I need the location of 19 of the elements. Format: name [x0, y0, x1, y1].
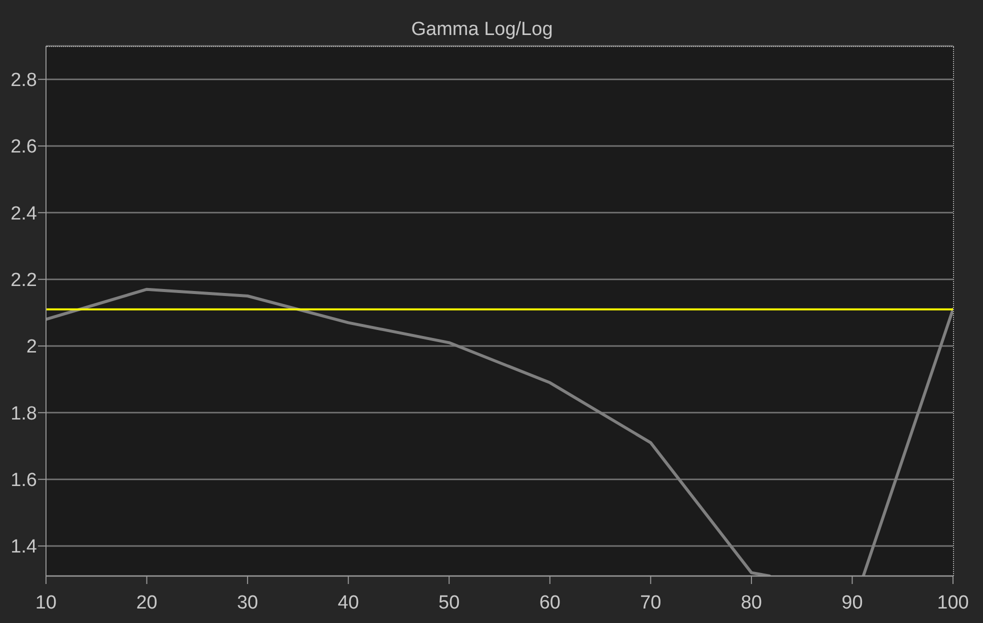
y-tick-label: 1.6 — [10, 470, 37, 492]
x-tick-label: 80 — [740, 592, 762, 614]
y-tick-label: 2.6 — [10, 136, 37, 158]
y-tick-label: 2.8 — [10, 70, 37, 92]
x-tick-label: 20 — [136, 592, 158, 614]
y-tick-label: 1.8 — [10, 403, 37, 424]
x-tick-label: 30 — [236, 592, 258, 614]
x-tick-label: 10 — [35, 592, 57, 614]
x-tick-label: 70 — [640, 592, 662, 614]
y-tick-label: 2.2 — [10, 270, 37, 292]
x-tick-label: 100 — [937, 592, 969, 614]
x-tick-label: 50 — [438, 592, 460, 614]
x-tick-label: 90 — [842, 592, 863, 614]
x-tick-label: 60 — [539, 592, 560, 614]
y-tick-label: 2.4 — [10, 203, 38, 224]
y-tick-label: 2 — [26, 336, 37, 358]
y-tick-label: 1.4 — [10, 536, 38, 558]
x-tick-label: 40 — [338, 592, 359, 614]
chart-title: Gamma Log/Log — [410, 19, 554, 41]
